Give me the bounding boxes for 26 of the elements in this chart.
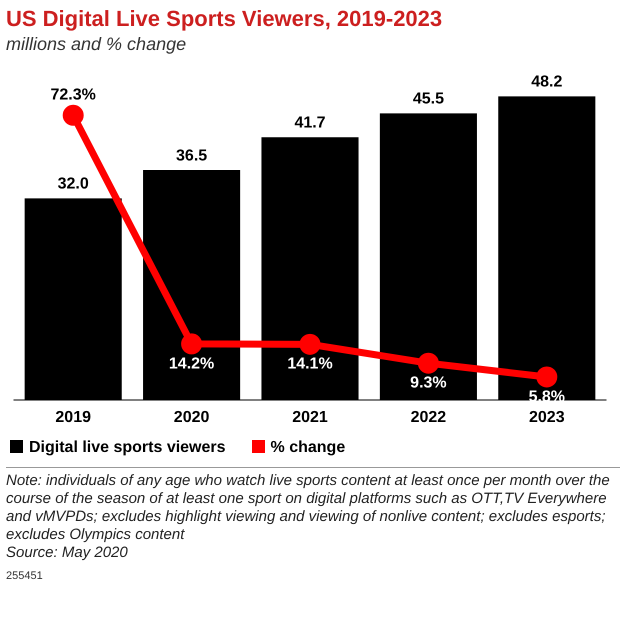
text: 255451 [6, 570, 44, 582]
data-label: 14.2% [168, 355, 214, 372]
text: Note: individuals of any age who watch live sports content at least once per month over the course of the season of at least one sport on digital platforms such as OTT,TV Everywhere and vMVPDs; excludes highlight viewing and viewing of nonlive content; excludes esports; excludes Olympics content [6, 472, 611, 544]
x-tick-label: 2019 [55, 408, 92, 426]
chart-subtitle: millions and % change [6, 34, 188, 55]
data-label: 36.5 [176, 147, 208, 164]
point [62, 104, 84, 126]
data-label: 72.3% [50, 86, 96, 104]
point [418, 352, 439, 374]
point [181, 333, 202, 354]
data-label: 45.5 [412, 90, 444, 108]
point [536, 366, 558, 388]
chart-title: US Digital Live Sports Viewers, 2019-2023 [6, 6, 444, 32]
legend-label: % change [270, 439, 346, 456]
data-label: 32.0 [58, 176, 89, 193]
source-note: Source: May 2020 [6, 544, 129, 562]
x-tick-label: 2022 [410, 408, 446, 426]
x-tick-label: 2020 [174, 408, 210, 426]
point [300, 334, 320, 355]
data-label: 41.7 [294, 114, 326, 132]
data-label: 9.3% [410, 374, 447, 392]
x-tick-label: 2023 [529, 408, 565, 426]
x-tick-label: 2021 [292, 408, 328, 426]
data-label: 14.1% [287, 356, 333, 373]
data-label: 48.2 [531, 74, 562, 91]
legend-label: Digital live sports viewers [29, 439, 226, 456]
